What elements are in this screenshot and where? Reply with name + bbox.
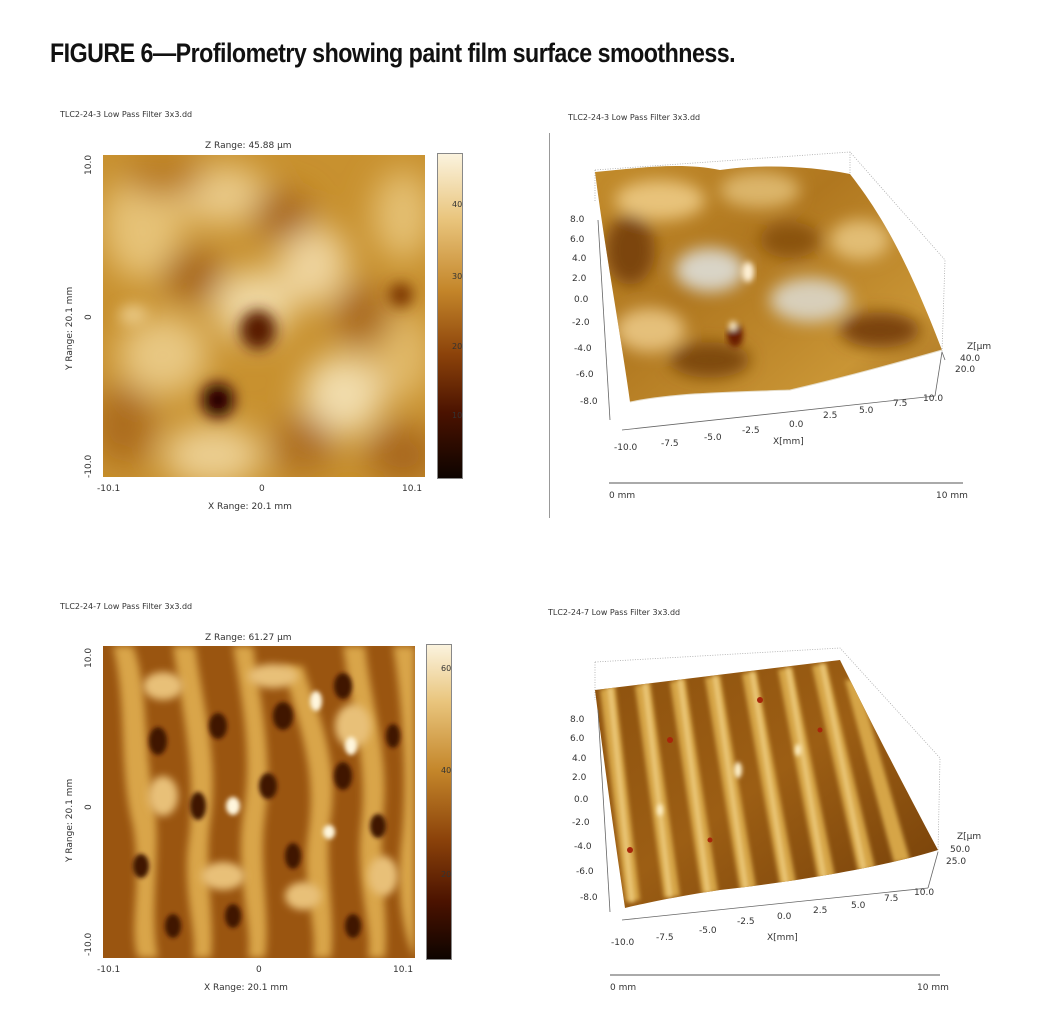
bottom-right-x-tick-1: -10.0 (611, 938, 635, 948)
bottom-left-cbar-tick-2: 40 (441, 766, 452, 775)
top-right-x-tick-4: -2.5 (742, 426, 760, 436)
bottom-right-scale-left: 0 mm (610, 983, 637, 993)
top-left-y-tick-mid: 0 (84, 314, 94, 320)
top-right-x-tick-8: 7.5 (893, 399, 908, 409)
bottom-left-y-range: Y Range: 20.1 mm (65, 778, 75, 862)
bottom-left-x-range: X Range: 20.1 mm (204, 983, 288, 993)
bottom-right-scale-bar (610, 974, 940, 976)
top-left-z-range: Z Range: 45.88 μm (205, 141, 292, 151)
top-right-x-label: X[mm] (773, 437, 804, 447)
bottom-right-x-label: X[mm] (767, 933, 798, 943)
bottom-right-x-tick-6: 2.5 (813, 906, 828, 916)
bottom-right-x-tick-7: 5.0 (851, 901, 866, 911)
bottom-right-x-tick-2: -7.5 (656, 933, 674, 943)
top-right-file-label: TLC2-24-3 Low Pass Filter 3x3.dd (568, 113, 701, 122)
top-right-y-tick-3: 4.0 (572, 254, 587, 264)
top-right-z-tick-1: 40.0 (960, 354, 981, 364)
top-left-y-range: Y Range: 20.1 mm (65, 286, 75, 370)
bottom-right-3d-surface (594, 647, 941, 921)
top-right-y-tick-1: 8.0 (570, 215, 585, 225)
top-right-scale-right: 10 mm (936, 491, 968, 501)
bottom-right-y-tick-6: -2.0 (572, 818, 590, 828)
top-left-cbar-tick-4: 10 (452, 411, 463, 420)
bottom-left-cbar-tick-3: 20 (441, 870, 452, 879)
bottom-left-x-tick-mid: 0 (256, 965, 262, 975)
top-left-x-tick-left: -10.1 (97, 484, 121, 494)
bottom-right-z-label: Z[μm (957, 832, 982, 842)
bottom-right-x-tick-3: -5.0 (699, 926, 717, 936)
top-left-height-map (103, 155, 425, 477)
top-right-x-tick-1: -10.0 (614, 443, 638, 453)
bottom-right-y-tick-2: 6.0 (570, 734, 585, 744)
top-left-cbar-tick-2: 30 (452, 272, 463, 281)
top-right-x-tick-6: 2.5 (823, 411, 838, 421)
bottom-left-file-label: TLC2-24-7 Low Pass Filter 3x3.dd (60, 602, 193, 611)
top-right-y-tick-7: -4.0 (574, 344, 592, 354)
top-left-cbar-tick-1: 40 (452, 200, 463, 209)
top-right-scale-bar (609, 482, 963, 484)
top-right-y-tick-4: 2.0 (572, 274, 587, 284)
bottom-left-y-tick-top: 10.0 (84, 647, 94, 668)
bottom-left-y-tick-bottom: -10.0 (84, 932, 94, 956)
top-left-x-tick-mid: 0 (259, 484, 265, 494)
bottom-right-file-label: TLC2-24-7 Low Pass Filter 3x3.dd (548, 608, 681, 617)
top-left-y-tick-top: 10.0 (84, 154, 94, 175)
bottom-right-y-tick-8: -6.0 (576, 867, 594, 877)
bottom-left-x-tick-left: -10.1 (97, 965, 121, 975)
figure-title: FIGURE 6—Profilometry showing paint film… (50, 38, 736, 68)
top-left-color-scale (437, 153, 463, 479)
bottom-right-x-tick-8: 7.5 (884, 894, 899, 904)
top-right-y-tick-5: 0.0 (574, 295, 589, 305)
top-right-x-tick-2: -7.5 (661, 439, 679, 449)
bottom-right-y-tick-1: 8.0 (570, 715, 585, 725)
top-left-file-label: TLC2-24-3 Low Pass Filter 3x3.dd (60, 110, 193, 119)
bottom-right-y-tick-5: 0.0 (574, 795, 589, 805)
top-right-y-tick-9: -8.0 (580, 397, 598, 407)
bottom-left-cbar-tick-1: 60 (441, 664, 452, 673)
top-right-y-tick-8: -6.0 (576, 370, 594, 380)
bottom-left-x-tick-right: 10.1 (393, 965, 414, 975)
top-left-x-tick-right: 10.1 (402, 484, 423, 494)
top-right-x-tick-3: -5.0 (704, 433, 722, 443)
top-divider (549, 133, 550, 518)
bottom-right-y-tick-3: 4.0 (572, 754, 587, 764)
bottom-left-height-map (103, 646, 415, 958)
bottom-left-color-scale (426, 644, 452, 960)
bottom-left-z-range: Z Range: 61.27 μm (205, 633, 292, 643)
top-right-y-tick-6: -2.0 (572, 318, 590, 328)
bottom-left-y-tick-mid: 0 (84, 804, 94, 810)
top-right-scale-left: 0 mm (609, 491, 636, 501)
top-right-x-tick-9: 10.0 (923, 394, 944, 404)
bottom-right-x-tick-4: -2.5 (737, 917, 755, 927)
top-left-y-tick-bottom: -10.0 (84, 454, 94, 478)
top-right-3d-surface (594, 151, 946, 431)
bottom-right-scale-right: 10 mm (917, 983, 949, 993)
bottom-right-z-tick-2: 25.0 (946, 857, 967, 867)
top-right-x-tick-7: 5.0 (859, 406, 874, 416)
top-right-z-label: Z[μm (967, 342, 992, 352)
bottom-right-y-tick-4: 2.0 (572, 773, 587, 783)
top-right-z-tick-2: 20.0 (955, 365, 976, 375)
top-left-cbar-tick-3: 20 (452, 342, 463, 351)
top-right-x-tick-5: 0.0 (789, 420, 804, 430)
bottom-right-y-tick-9: -8.0 (580, 893, 598, 903)
bottom-right-x-tick-5: 0.0 (777, 912, 792, 922)
bottom-right-x-tick-9: 10.0 (914, 888, 935, 898)
top-left-x-range: X Range: 20.1 mm (208, 502, 292, 512)
bottom-right-z-tick-1: 50.0 (950, 845, 971, 855)
top-right-y-tick-2: 6.0 (570, 235, 585, 245)
bottom-right-y-tick-7: -4.0 (574, 842, 592, 852)
